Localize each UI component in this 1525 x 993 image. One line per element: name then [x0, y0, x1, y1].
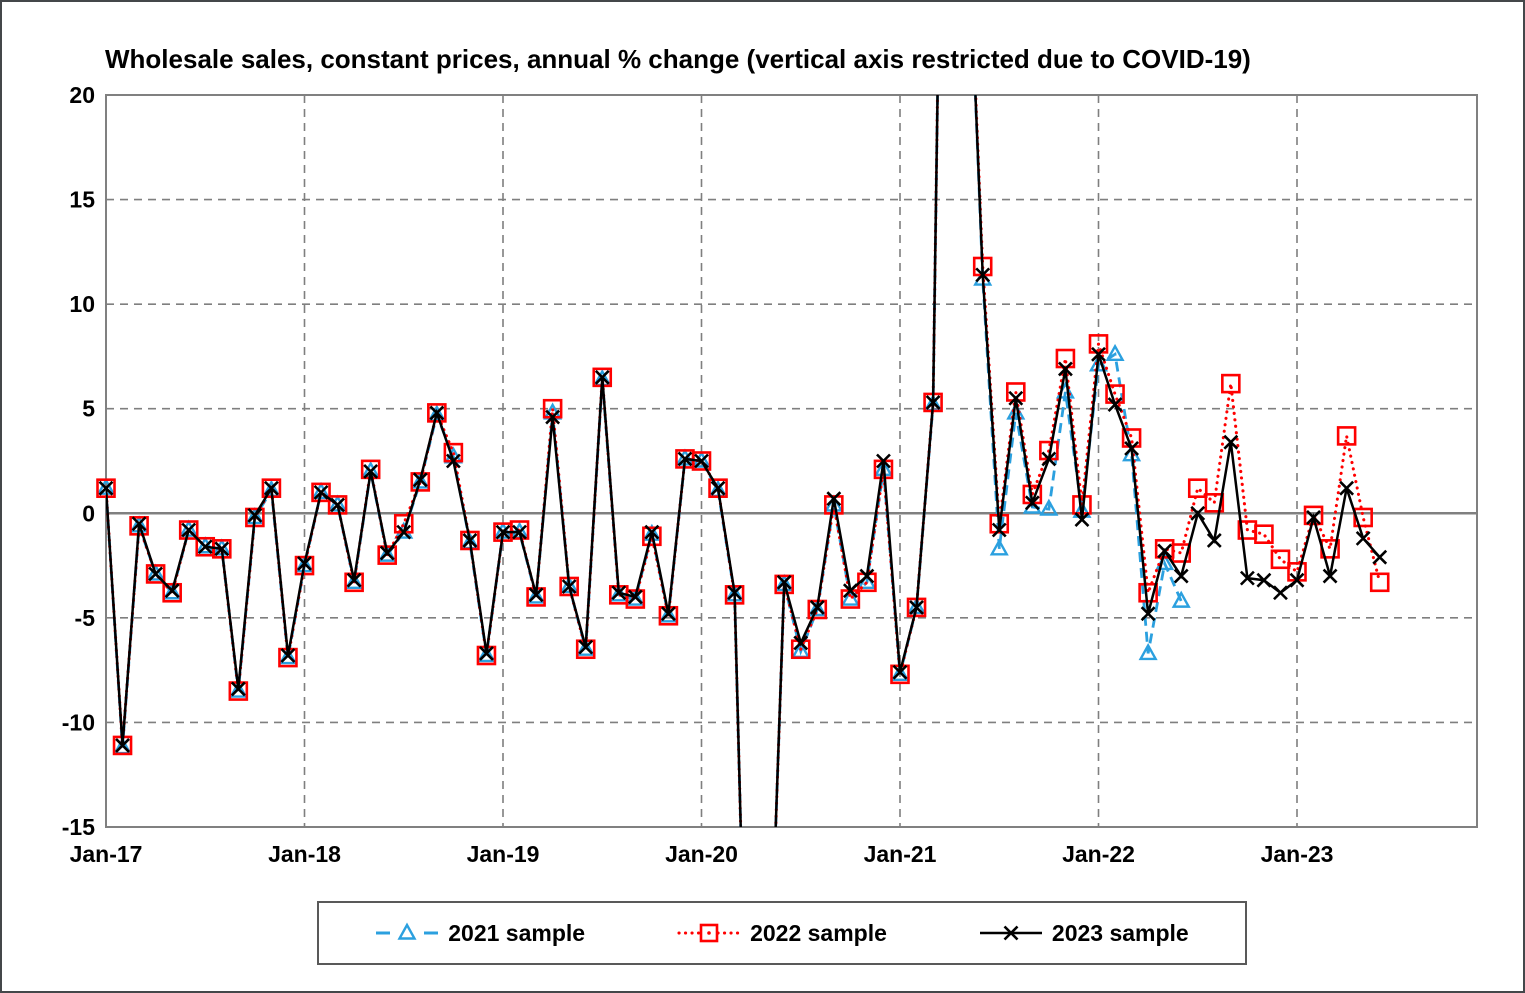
x-tick-label-Jan-19: Jan-19 — [467, 841, 540, 867]
y-axis-tick-labels: 20 15 10 5 0 -5 -10 -15 — [62, 82, 95, 840]
y-tick-label-20: 20 — [69, 82, 95, 108]
y-tick-label--5: -5 — [75, 605, 96, 631]
legend-item-2023-sample: 2023 sample — [979, 920, 1189, 947]
plot-frame — [105, 94, 1478, 828]
legend: 2021 sample 2022 sample 2023 sample — [317, 901, 1247, 965]
series-2023-sample-markers — [98, 267, 1388, 753]
y-tick-label-10: 10 — [69, 291, 95, 317]
y-tick-label-5: 5 — [82, 396, 95, 422]
x-tick-label-Jan-22: Jan-22 — [1062, 841, 1135, 867]
x-tick-label-Jan-18: Jan-18 — [268, 841, 341, 867]
x-tick-label-Jan-20: Jan-20 — [665, 841, 738, 867]
legend-label-2022: 2022 sample — [750, 919, 887, 946]
x-tick-label-Jan-21: Jan-21 — [864, 841, 937, 867]
legend-item-2022-sample: 2022 sample — [677, 920, 887, 947]
x-tick-label-Jan-17: Jan-17 — [70, 841, 143, 867]
y-tick-label-15: 15 — [69, 187, 95, 213]
x-axis-tick-labels: Jan-17 Jan-18 Jan-19 Jan-20 Jan-21 Jan-22 Jan-… — [70, 841, 1334, 867]
legend-label-2023: 2023 sample — [1051, 919, 1189, 946]
chart-title: Wholesale sales, constant prices, annual… — [105, 44, 1251, 74]
gridlines — [106, 95, 1477, 827]
legend-2023-solid-x-icon — [979, 925, 1042, 941]
legend-2021-dashed-triangle-icon — [376, 922, 439, 940]
y-tick-label-0: 0 — [82, 500, 95, 526]
x-tick-label-Jan-23: Jan-23 — [1261, 841, 1334, 867]
legend-label-2021: 2021 sample — [448, 919, 586, 946]
legend-item-2021-sample: 2021 sample — [375, 920, 585, 947]
y-tick-label--10: -10 — [62, 709, 95, 735]
y-tick-label--15: -15 — [62, 814, 95, 840]
series-2022-sample-markers — [96, 256, 1390, 756]
legend-2022-dotted-square-icon — [677, 923, 741, 943]
